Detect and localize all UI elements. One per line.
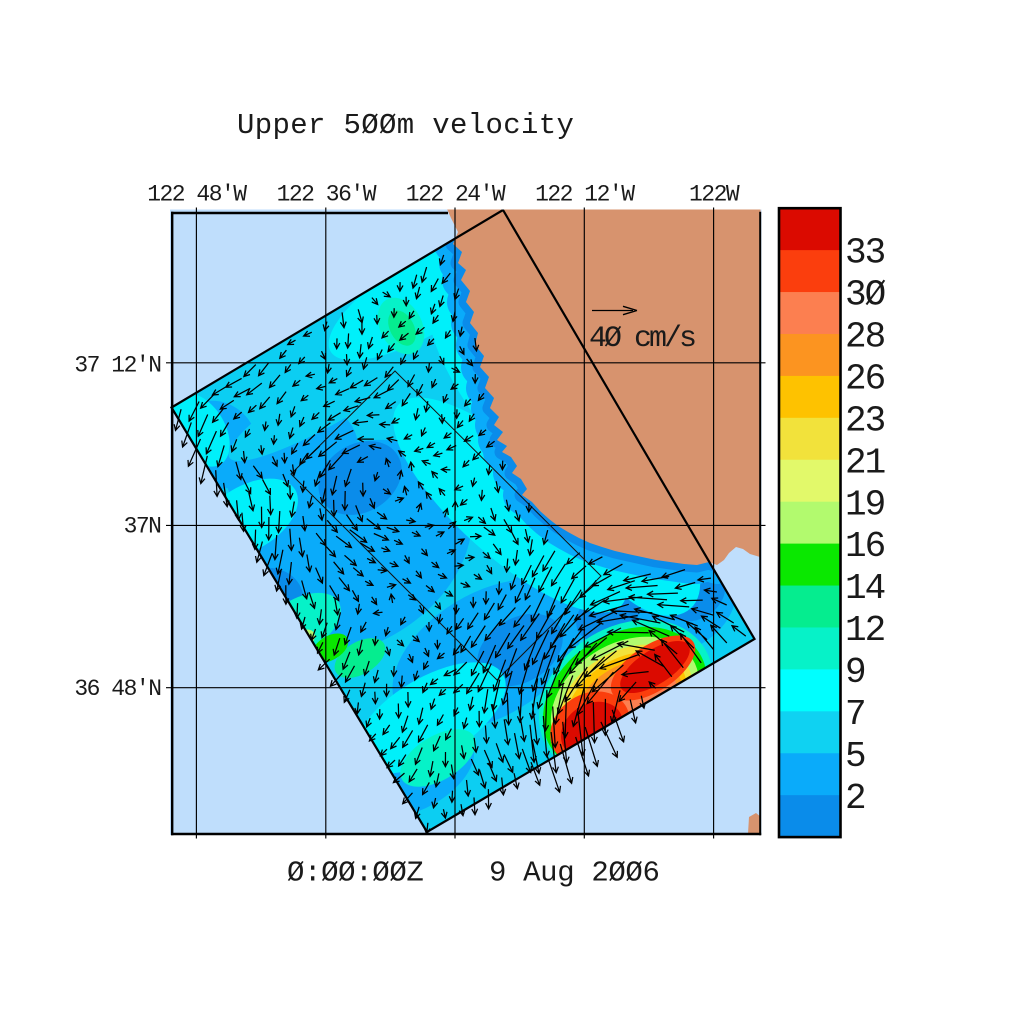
svg-text:122 36'W: 122 36'W <box>277 182 377 208</box>
svg-text:16: 16 <box>845 526 885 567</box>
svg-text:9 Aug 2ØØ6: 9 Aug 2ØØ6 <box>489 857 660 890</box>
svg-text:7: 7 <box>845 694 865 735</box>
svg-text:9: 9 <box>845 652 865 693</box>
svg-text:37N: 37N <box>124 514 161 540</box>
svg-text:122 24'W: 122 24'W <box>406 182 506 208</box>
svg-text:36 48'N: 36 48'N <box>74 676 160 702</box>
svg-text:Ø:ØØ:ØØZ: Ø:ØØ:ØØZ <box>287 857 423 890</box>
svg-text:2: 2 <box>845 778 865 819</box>
svg-text:23: 23 <box>845 400 885 441</box>
svg-text:122 48'W: 122 48'W <box>147 182 247 208</box>
svg-text:26: 26 <box>845 359 885 400</box>
svg-text:122 12'W: 122 12'W <box>535 182 635 208</box>
svg-text:33: 33 <box>845 233 885 274</box>
svg-text:37 12'N: 37 12'N <box>74 353 160 379</box>
svg-text:19: 19 <box>845 484 885 525</box>
svg-text:Upper 5ØØm velocity: Upper 5ØØm velocity <box>237 109 574 142</box>
svg-text:21: 21 <box>845 442 885 483</box>
svg-text:5: 5 <box>845 736 865 777</box>
svg-text:4Ø cm/s: 4Ø cm/s <box>589 322 695 356</box>
svg-text:12: 12 <box>845 610 885 651</box>
svg-text:3Ø: 3Ø <box>845 275 886 316</box>
svg-text:14: 14 <box>845 568 885 609</box>
svg-text:122W: 122W <box>689 182 740 208</box>
svg-text:28: 28 <box>845 317 885 358</box>
